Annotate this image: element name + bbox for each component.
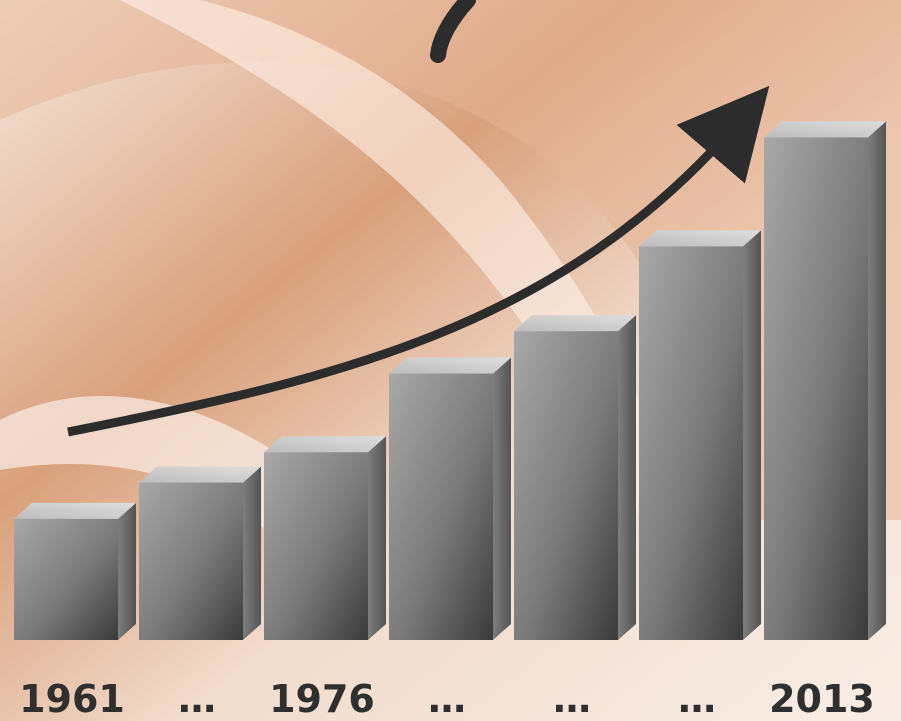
bar-side-face [243, 466, 261, 640]
x-tick-label: … [428, 677, 466, 721]
decorative-arc [430, 0, 476, 63]
bar-top-face [139, 466, 261, 483]
bar-front-face [514, 331, 618, 640]
bar-side-face [743, 230, 761, 640]
trend-arrow [67, 85, 770, 437]
tick-labels-group: 1961 … 1976 … … … 2013 [19, 677, 875, 721]
bar-1 [139, 466, 261, 640]
bar-5 [639, 230, 761, 640]
bar-top-face [514, 315, 636, 332]
bar-side-face [118, 502, 136, 640]
bar-front-face [639, 246, 743, 640]
x-tick-label: … [553, 677, 591, 721]
x-tick-label: 1976 [269, 677, 375, 721]
bar-3 [389, 357, 511, 640]
bar-front-face [14, 518, 118, 640]
bar-front-face [389, 373, 493, 640]
x-tick-label: 1961 [19, 677, 125, 721]
bar-top-face [14, 502, 136, 519]
bar-front-face [139, 482, 243, 640]
bar-side-face [368, 436, 386, 640]
bar-front-face [764, 137, 868, 640]
bar-top-face [389, 357, 511, 374]
bar-2 [264, 436, 386, 640]
bar-6 [764, 121, 886, 640]
bar-0 [14, 502, 136, 640]
x-tick-label: … [678, 677, 716, 721]
bar-side-face [493, 357, 511, 640]
x-tick-label: 2013 [769, 677, 875, 721]
bar-4 [514, 315, 636, 640]
bar-top-face [264, 436, 386, 453]
bar-side-face [868, 121, 886, 640]
bar-front-face [264, 452, 368, 640]
bar-top-face [639, 230, 761, 247]
bar-side-face [618, 315, 636, 640]
background-swirl [0, 0, 901, 520]
bar-top-face [764, 121, 886, 138]
x-tick-label: … [178, 677, 216, 721]
bars-group [14, 121, 886, 640]
